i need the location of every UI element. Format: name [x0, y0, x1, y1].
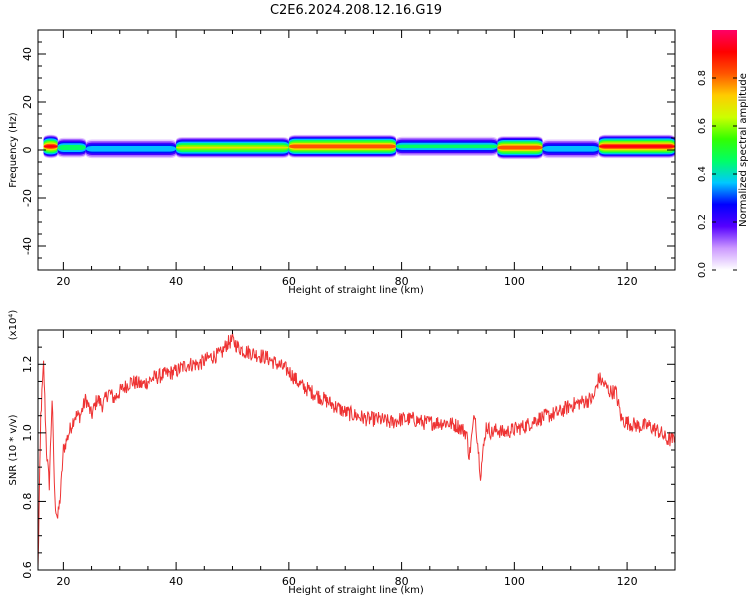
heatmap-cell — [598, 145, 675, 148]
heatmap-cell — [542, 145, 599, 152]
snr-series-line — [38, 332, 675, 568]
colorbar: 0.0 0.2 0.4 0.6 0.8 Normalized spectral ampl… — [697, 30, 749, 278]
spectrogram-y-tick-label: 0 — [21, 147, 34, 154]
heatmap-cell — [395, 144, 498, 149]
spectrogram-y-axis-label: Frequency (Hz) — [8, 112, 19, 188]
snr-y-tick-label: 0.6 — [21, 561, 34, 579]
snr-x-tick-label: 120 — [617, 575, 638, 588]
snr-x-tick-label: 100 — [504, 575, 525, 588]
spectrogram-x-tick-label: 100 — [504, 275, 525, 288]
colorbar-tick-label: 0.2 — [697, 214, 708, 230]
spectrogram-y-tick-label: 20 — [21, 95, 34, 109]
colorbar-tick-label: 0.8 — [697, 70, 708, 86]
spectrogram-y-tick-label: 40 — [21, 47, 34, 61]
spectrogram-x-tick-label: 80 — [395, 275, 409, 288]
spectrogram-x-tick-label: 20 — [56, 275, 70, 288]
colorbar-tick-label: 0.6 — [697, 118, 708, 134]
snr-multiplier-label: (x10⁴) — [8, 310, 19, 341]
spectrogram-heatmap — [43, 134, 675, 160]
colorbar-label: Normalized spectral amplitude — [738, 73, 749, 227]
snr-y-tick-label: 1.0 — [21, 424, 34, 442]
spectrogram-ticks: 20 40 60 80 100 120 -40 -20 0 20 40 — [21, 30, 675, 288]
spectrogram-x-tick-label: 40 — [169, 275, 183, 288]
snr-x-axis-label: Height of straight line (km) — [288, 585, 424, 596]
snr-y-tick-label: 0.8 — [21, 493, 34, 511]
snr-plot-area — [38, 330, 675, 570]
heatmap-cell — [176, 146, 289, 149]
snr-y-tick-label: 1.2 — [21, 356, 34, 374]
snr-panel: 20 40 60 80 100 120 0.6 0.8 1.0 1.2 Height of str… — [8, 310, 676, 596]
heatmap-cell — [43, 145, 58, 148]
spectrogram-y-tick-label: -40 — [21, 237, 34, 255]
snr-x-tick-label: 80 — [395, 575, 409, 588]
heatmap-cell — [288, 144, 396, 149]
heatmap-cell — [57, 145, 86, 151]
spectrogram-x-tick-label: 120 — [617, 275, 638, 288]
chart-title: C2E6.2024.208.12.16.G19 — [270, 3, 442, 18]
heatmap-cell — [497, 145, 543, 150]
snr-x-tick-label: 60 — [282, 575, 296, 588]
spectrogram-panel: 20 40 60 80 100 120 -40 -20 0 20 40 Height of stra… — [8, 29, 676, 296]
spectrogram-x-tick-label: 60 — [282, 275, 296, 288]
spectrogram-x-axis-label: Height of straight line (km) — [288, 285, 424, 296]
colorbar-tick-label: 0.4 — [697, 166, 708, 182]
colorbar-gradient — [712, 30, 737, 270]
snr-y-axis-label: SNR (10 * v/v) — [8, 414, 19, 485]
snr-x-tick-label: 20 — [56, 575, 70, 588]
snr-x-tick-label: 40 — [169, 575, 183, 588]
spectrogram-y-tick-label: -20 — [21, 189, 34, 207]
colorbar-ticks: 0.0 0.2 0.4 0.6 0.8 — [697, 70, 737, 278]
heatmap-cell — [85, 145, 177, 152]
colorbar-tick-label: 0.0 — [697, 262, 708, 278]
snr-ticks: 20 40 60 80 100 120 0.6 0.8 1.0 1.2 — [21, 330, 675, 588]
